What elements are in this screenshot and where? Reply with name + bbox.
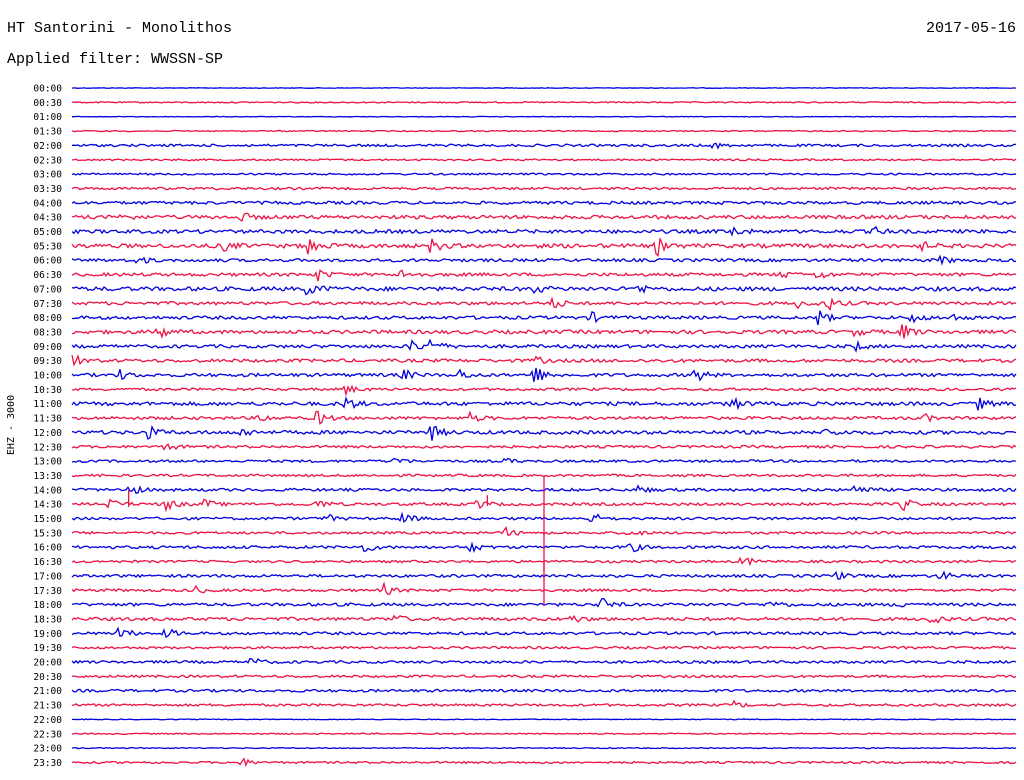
trace-line <box>71 657 1017 665</box>
trace-line <box>71 443 1017 451</box>
plot-date: 2017-05-16 <box>925 20 1016 37</box>
time-label: 15:00 <box>33 514 62 525</box>
time-label: 05:00 <box>33 227 62 238</box>
time-label: 17:00 <box>33 571 62 582</box>
time-label: 03:00 <box>33 170 62 181</box>
time-label: 21:00 <box>33 686 62 697</box>
time-label: 20:00 <box>33 658 62 669</box>
trace-line <box>71 688 1017 693</box>
time-label: 17:30 <box>33 586 62 597</box>
trace-line <box>71 142 1017 150</box>
time-labels: 00:00 00:30 01:00 01:30 02:00 02:30 03:00 03:30… <box>33 84 62 769</box>
trace-line <box>71 225 1017 237</box>
trace-line <box>71 254 1017 266</box>
time-label: 23:30 <box>33 758 62 769</box>
trace-line <box>71 87 1017 89</box>
trace-line <box>71 699 1017 708</box>
time-label: 02:30 <box>33 155 62 166</box>
trace-line <box>71 310 1017 326</box>
channel-label: EHZ - 3000 <box>6 395 17 455</box>
trace-line <box>71 172 1017 176</box>
trace-line <box>71 212 1017 222</box>
filter-label: Applied filter: WWSSN-SP <box>7 51 224 68</box>
trace-line <box>71 186 1017 191</box>
time-label: 13:30 <box>33 471 62 482</box>
time-label: 12:00 <box>33 428 62 439</box>
time-label: 14:30 <box>33 500 62 511</box>
time-label: 03:30 <box>33 184 62 195</box>
time-label: 18:30 <box>33 614 62 625</box>
trace-line <box>71 354 1017 367</box>
time-label: 11:00 <box>33 399 62 410</box>
time-label: 20:30 <box>33 672 62 683</box>
trace-line <box>71 718 1017 721</box>
trace-line <box>71 424 1017 441</box>
time-label: 10:30 <box>33 385 62 396</box>
trace-line <box>71 396 1017 411</box>
trace-line <box>71 746 1017 750</box>
time-label: 16:00 <box>33 543 62 554</box>
time-label: 18:00 <box>33 600 62 611</box>
time-label: 01:30 <box>33 127 62 138</box>
time-label: 10:00 <box>33 371 62 382</box>
time-label: 21:30 <box>33 701 62 712</box>
station-title: HT Santorini - Monolithos <box>7 20 233 37</box>
time-label: 23:00 <box>33 744 62 755</box>
time-label: 00:30 <box>33 98 62 109</box>
trace-line <box>71 732 1017 736</box>
trace-line <box>71 457 1017 464</box>
time-label: 14:00 <box>33 485 62 496</box>
trace-line <box>71 129 1017 133</box>
trace-line <box>71 324 1017 339</box>
time-label: 01:00 <box>33 112 62 123</box>
time-label: 04:00 <box>33 198 62 209</box>
time-label: 04:30 <box>33 213 62 224</box>
time-label: 07:30 <box>33 299 62 310</box>
trace-line <box>71 384 1017 397</box>
trace-line <box>71 296 1017 312</box>
trace-line <box>71 200 1017 206</box>
seismic-traces <box>71 87 1017 768</box>
trace-line <box>71 115 1017 118</box>
trace-line <box>71 626 1017 639</box>
time-label: 22:00 <box>33 715 62 726</box>
trace-line <box>71 338 1017 353</box>
time-label: 16:30 <box>33 557 62 568</box>
time-label: 22:30 <box>33 729 62 740</box>
trace-line <box>71 238 1017 257</box>
time-label: 07:00 <box>33 284 62 295</box>
trace-line <box>71 367 1017 382</box>
trace-line <box>71 645 1017 650</box>
time-label: 19:30 <box>33 643 62 654</box>
trace-line <box>71 614 1017 624</box>
trace-line <box>71 101 1017 104</box>
time-label: 08:00 <box>33 313 62 324</box>
time-label: 15:30 <box>33 528 62 539</box>
trace-line <box>71 410 1017 426</box>
time-label: 11:30 <box>33 414 62 425</box>
time-label: 08:30 <box>33 327 62 338</box>
time-label: 02:00 <box>33 141 62 152</box>
trace-line <box>71 757 1017 768</box>
time-label: 05:30 <box>33 241 62 252</box>
time-label: 19:00 <box>33 629 62 640</box>
time-label: 12:30 <box>33 442 62 453</box>
trace-line <box>71 158 1017 162</box>
trace-line <box>71 284 1017 296</box>
time-label: 00:00 <box>33 84 62 95</box>
time-label: 06:00 <box>33 256 62 267</box>
trace-line <box>71 269 1017 282</box>
time-label: 09:30 <box>33 356 62 367</box>
time-label: 06:30 <box>33 270 62 281</box>
time-label: 09:00 <box>33 342 62 353</box>
trace-line <box>71 674 1017 679</box>
time-label: 13:00 <box>33 457 62 468</box>
